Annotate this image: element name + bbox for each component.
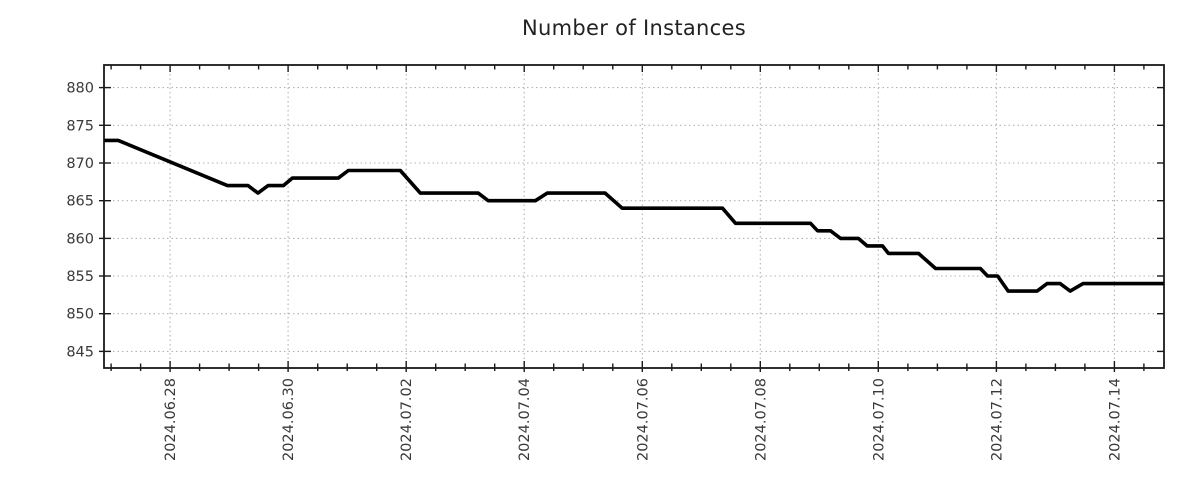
y-tick-label: 855	[66, 269, 94, 285]
y-tick-label: 865	[66, 194, 94, 210]
x-tick-label: 2024.06.30	[281, 378, 297, 461]
y-tick-label: 870	[66, 156, 94, 172]
x-tick-label: 2024.07.12	[989, 378, 1005, 461]
x-tick-label: 2024.06.28	[163, 378, 179, 461]
x-tick-label: 2024.07.04	[517, 378, 533, 461]
plot-border	[103, 64, 1165, 369]
x-tick-label: 2024.07.14	[1107, 378, 1123, 461]
data-line	[104, 138, 1164, 293]
y-tick-label: 875	[66, 118, 94, 134]
x-tick-label: 2024.07.02	[399, 378, 415, 461]
y-tick-label: 845	[66, 344, 94, 360]
y-tick-label: 880	[66, 81, 94, 97]
x-tick-label: 2024.07.06	[635, 378, 651, 461]
y-tick-label: 860	[66, 231, 94, 247]
x-tick-label: 2024.07.08	[753, 378, 769, 461]
y-tick-label: 850	[66, 307, 94, 323]
x-tick-label: 2024.07.10	[871, 378, 887, 461]
chart-title: Number of Instances	[522, 16, 746, 40]
